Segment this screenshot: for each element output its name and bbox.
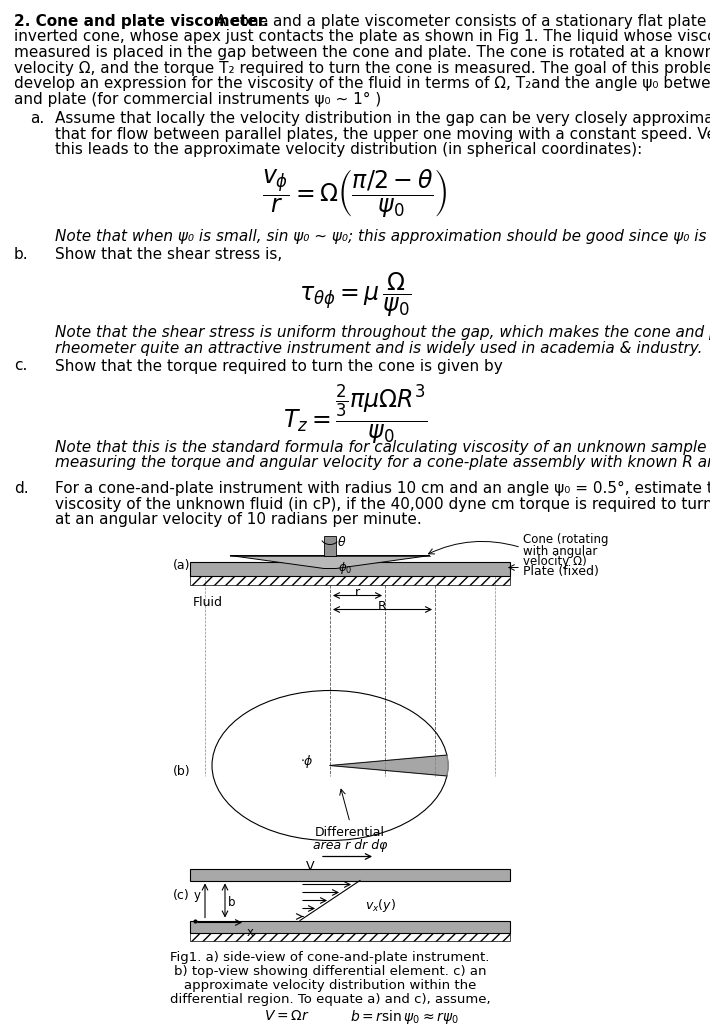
Text: a.: a.	[30, 111, 44, 126]
Text: d.: d.	[14, 481, 28, 496]
Text: $T_z = \dfrac{\frac{2}{3}\pi\mu\Omega R^3}{\psi_0}$: $T_z = \dfrac{\frac{2}{3}\pi\mu\Omega R^…	[283, 382, 427, 445]
Text: velocity Ω, and the torque T₂ required to turn the cone is measured. The goal of: velocity Ω, and the torque T₂ required t…	[14, 60, 710, 76]
Text: For a cone-and-plate instrument with radius 10 cm and an angle ψ₀ = 0.5°, estima: For a cone-and-plate instrument with rad…	[55, 481, 710, 496]
Text: differential region. To equate a) and c), assume,: differential region. To equate a) and c)…	[170, 992, 491, 1006]
Text: b) top-view showing differential element. c) an: b) top-view showing differential element…	[174, 965, 486, 978]
Text: measuring the torque and angular velocity for a cone-plate assembly with known R: measuring the torque and angular velocit…	[55, 456, 710, 470]
Text: $v_x(y)$: $v_x(y)$	[365, 896, 396, 913]
Text: inverted cone, whose apex just contacts the plate as shown in Fig 1. The liquid : inverted cone, whose apex just contacts …	[14, 30, 710, 44]
Text: this leads to the approximate velocity distribution (in spherical coordinates):: this leads to the approximate velocity d…	[55, 142, 643, 157]
Text: Assume that locally the velocity distribution in the gap can be very closely app: Assume that locally the velocity distrib…	[55, 111, 710, 126]
Text: area r dr dφ: area r dr dφ	[313, 839, 387, 852]
Text: Show that the torque required to turn the cone is given by: Show that the torque required to turn th…	[55, 358, 503, 374]
Text: V: V	[306, 859, 315, 872]
Text: Note that when ψ₀ is small, sin ψ₀ ~ ψ₀; this approximation should be good since: Note that when ψ₀ is small, sin ψ₀ ~ ψ₀;…	[55, 229, 710, 245]
Text: $b = r\sin\psi_0 \approx r\psi_0$: $b = r\sin\psi_0 \approx r\psi_0$	[350, 1009, 459, 1024]
Text: Fig1. a) side-view of cone-and-plate instrument.: Fig1. a) side-view of cone-and-plate ins…	[170, 950, 490, 964]
Bar	[190, 933, 510, 940]
Bar	[190, 575, 510, 585]
Text: with angular: with angular	[523, 545, 597, 557]
Text: $\theta$: $\theta$	[337, 536, 346, 550]
Text: Plate (fixed): Plate (fixed)	[523, 565, 599, 579]
Text: r: r	[354, 587, 359, 599]
Polygon shape	[230, 555, 430, 568]
Text: R: R	[378, 600, 386, 613]
Text: at an angular velocity of 10 radians per minute.: at an angular velocity of 10 radians per…	[55, 512, 422, 527]
Text: and plate (for commercial instruments ψ₀ ~ 1° ): and plate (for commercial instruments ψ₀…	[14, 91, 381, 106]
Text: approximate velocity distribution within the: approximate velocity distribution within…	[184, 979, 476, 991]
Text: 2. Cone and plate viscometer.: 2. Cone and plate viscometer.	[14, 14, 269, 29]
Text: that for flow between parallel plates, the upper one moving with a constant spee: that for flow between parallel plates, t…	[55, 127, 710, 141]
Text: (c): (c)	[173, 889, 190, 901]
Text: b.: b.	[14, 247, 28, 262]
Text: y: y	[194, 889, 201, 901]
Bar	[190, 868, 510, 881]
Text: Note that the shear stress is uniform throughout the gap, which makes the cone a: Note that the shear stress is uniform th…	[55, 326, 710, 341]
Text: (b): (b)	[173, 766, 190, 778]
Text: develop an expression for the viscosity of the fluid in terms of Ω, T₂and the an: develop an expression for the viscosity …	[14, 76, 710, 91]
Text: measured is placed in the gap between the cone and plate. The cone is rotated at: measured is placed in the gap between th…	[14, 45, 710, 60]
Text: $\dfrac{v_\phi}{r} = \Omega\left(\dfrac{\pi/2 - \theta}{\psi_0}\right)$: $\dfrac{v_\phi}{r} = \Omega\left(\dfrac{…	[262, 168, 448, 220]
Text: b: b	[228, 896, 236, 909]
Text: $\cdot\phi$: $\cdot\phi$	[300, 754, 314, 770]
Text: Note that this is the standard formula for calculating viscosity of an unknown s: Note that this is the standard formula f…	[55, 440, 710, 455]
Text: A cone and a plate viscometer consists of a stationary flat plate and an: A cone and a plate viscometer consists o…	[211, 14, 710, 29]
Text: Differential: Differential	[315, 825, 385, 839]
Text: Show that the shear stress is,: Show that the shear stress is,	[55, 247, 283, 262]
Bar	[190, 921, 510, 933]
Bar	[190, 561, 510, 575]
Text: c.: c.	[14, 358, 28, 374]
Text: $\phi_0$: $\phi_0$	[338, 559, 352, 575]
Text: $\tau_{\theta\phi} = \mu\,\dfrac{\Omega}{\psi_0}$: $\tau_{\theta\phi} = \mu\,\dfrac{\Omega}…	[299, 270, 411, 318]
Text: (a): (a)	[173, 559, 190, 572]
Text: $V = \Omega r$: $V = \Omega r$	[264, 1009, 310, 1023]
Polygon shape	[330, 755, 448, 776]
Text: viscosity of the unknown fluid (in cP), if the 40,000 dyne cm torque is required: viscosity of the unknown fluid (in cP), …	[55, 497, 710, 512]
Text: Fluid: Fluid	[193, 596, 223, 608]
Text: Cone (rotating: Cone (rotating	[523, 534, 608, 547]
Text: velocity Ω): velocity Ω)	[523, 555, 586, 568]
Text: x: x	[247, 926, 254, 939]
Text: rheometer quite an attractive instrument and is widely used in academia & indust: rheometer quite an attractive instrument…	[55, 341, 702, 356]
Bar	[324, 536, 336, 555]
